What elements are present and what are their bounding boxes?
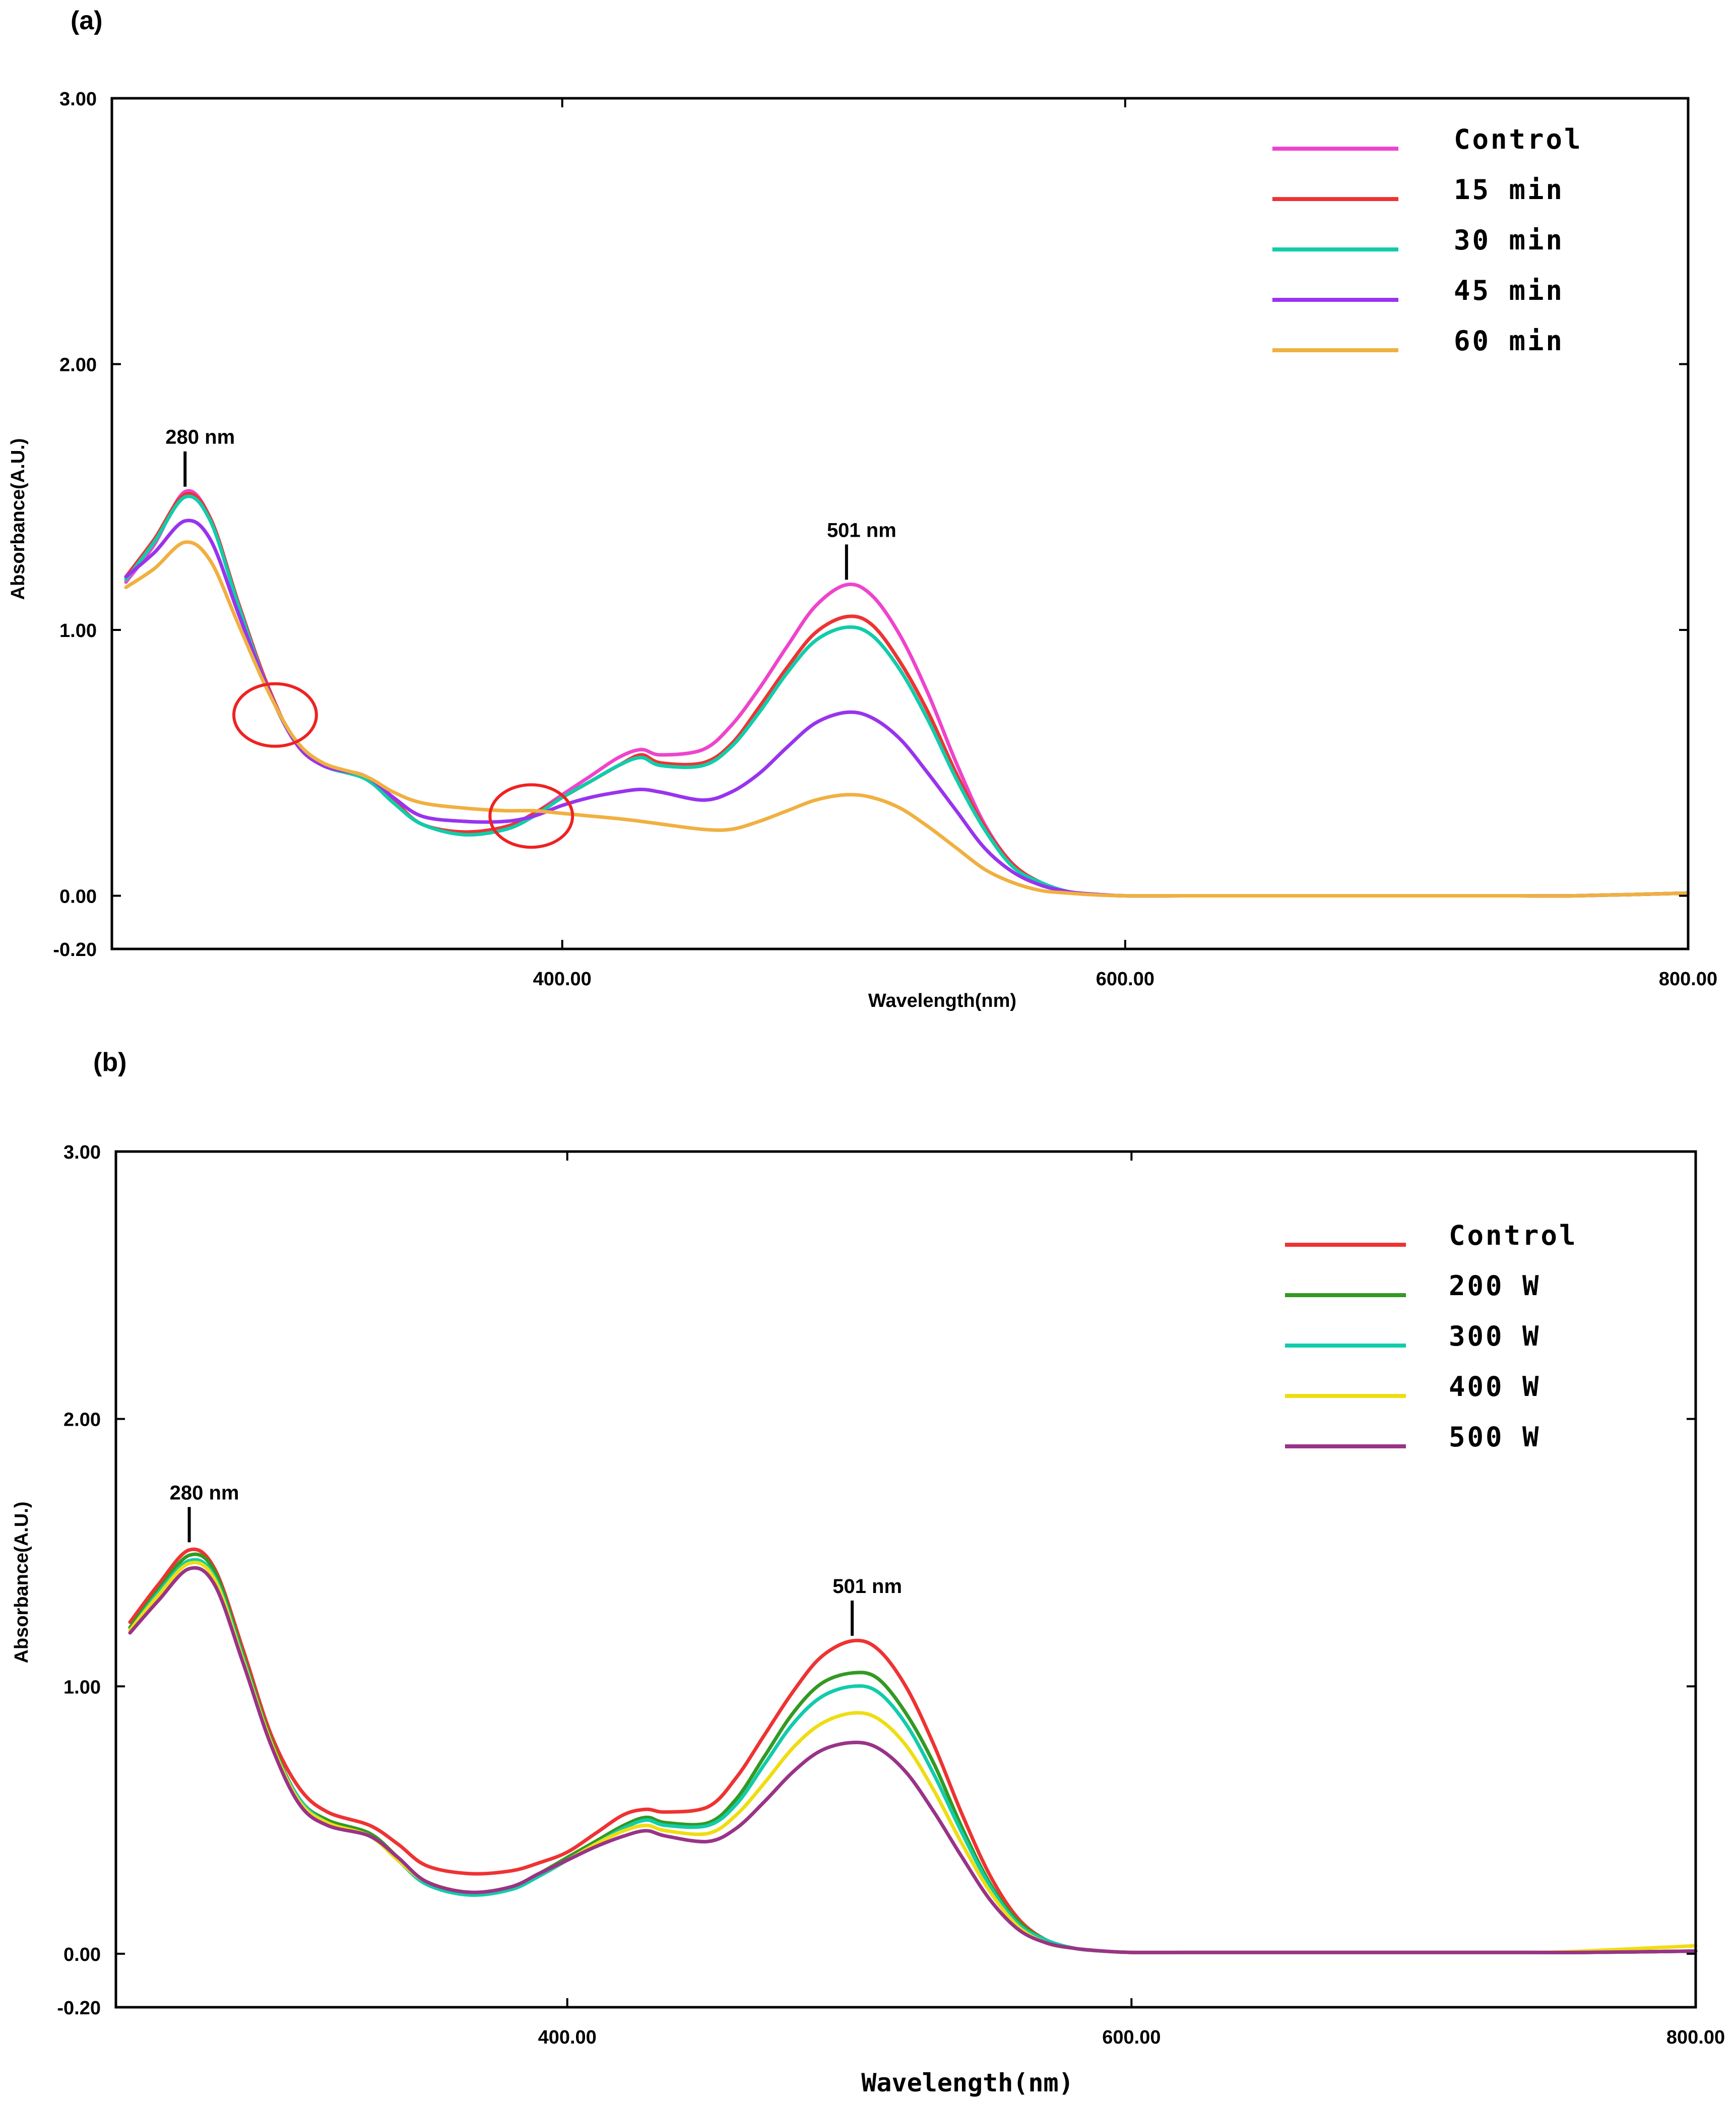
legend-label-30-min: 30 min — [1454, 224, 1564, 256]
panel-b: (b) 3.00 2.00 1.00 0.00 -0.20 400.00 600.00 800… — [11, 1048, 1725, 2097]
legend-label-400-w: 400 W — [1449, 1371, 1541, 1402]
panel-b-series-group — [128, 1547, 1698, 1954]
y-tick-label: 1.00 — [59, 620, 97, 642]
x-tick-label: 400.00 — [533, 969, 592, 990]
panel-a-y-axis-title: Absorbance(A.U.) — [8, 438, 29, 600]
panel-b-plot-frame — [114, 1150, 1697, 2009]
y-tick-label: 2.00 — [63, 1410, 101, 1431]
panel-b-label: (b) — [93, 1048, 126, 1077]
x-tick-label: 600.00 — [1096, 969, 1154, 990]
legend-label-control: Control — [1454, 123, 1583, 155]
legend-label-300-w: 300 W — [1449, 1320, 1541, 1352]
legend-label-45-min: 45 min — [1454, 275, 1564, 306]
x-tick-label: 600.00 — [1102, 2027, 1161, 2048]
panel-a: (a) 3.00 2.00 1.00 0.00 -0.20 400.00 600.00 800… — [8, 6, 1717, 1011]
panel-a-plot-frame — [110, 97, 1690, 950]
y-tick-label: -0.20 — [57, 1998, 101, 2019]
peak-label: 280 nm — [170, 1482, 239, 1504]
panel-b-series-500-w — [128, 1566, 1698, 1954]
legend-label-control: Control — [1449, 1220, 1578, 1251]
panel-a-markers: 280 nm 501 nm — [165, 426, 896, 849]
panel-a-x-axis-title: Wavelength(nm) — [868, 990, 1016, 1011]
panel-b-x-axis-title: Wavelength(nm) — [861, 2068, 1073, 2097]
y-tick-label: -0.20 — [53, 939, 97, 961]
y-tick-label: 0.00 — [59, 886, 97, 908]
panel-b-y-axis-title: Absorbance(A.U.) — [11, 1502, 32, 1664]
y-tick-label: 3.00 — [59, 89, 97, 110]
panel-a-legend: Control 15 min 30 min 45 min 60 min — [1272, 123, 1583, 357]
y-tick-label: 0.00 — [63, 1944, 101, 1965]
x-tick-label: 800.00 — [1659, 969, 1717, 990]
y-tick-label: 3.00 — [63, 1142, 101, 1163]
panel-b-ticks: 3.00 2.00 1.00 0.00 -0.20 400.00 600.00 800.00 — [57, 1142, 1725, 2048]
panel-b-legend: Control 200 W 300 W 400 W 500 W — [1285, 1220, 1578, 1453]
panel-a-ticks: 3.00 2.00 1.00 0.00 -0.20 400.00 600.00 800.00 — [53, 89, 1717, 990]
legend-label-60-min: 60 min — [1454, 325, 1564, 357]
highlight-circle — [232, 682, 318, 748]
legend-label-200-w: 200 W — [1449, 1270, 1541, 1302]
legend-label-500-w: 500 W — [1449, 1421, 1541, 1453]
peak-label: 280 nm — [165, 426, 235, 449]
peak-label: 501 nm — [827, 519, 896, 541]
highlight-circle — [488, 783, 574, 849]
x-tick-label: 400.00 — [538, 2027, 597, 2048]
legend-label-15-min: 15 min — [1454, 174, 1564, 206]
y-tick-label: 1.00 — [63, 1677, 101, 1698]
y-tick-label: 2.00 — [59, 355, 97, 376]
panel-a-label: (a) — [71, 6, 103, 35]
peak-label: 501 nm — [832, 1575, 902, 1598]
panel-b-markers: 280 nm 501 nm — [170, 1482, 902, 1636]
x-tick-label: 800.00 — [1666, 2027, 1725, 2048]
